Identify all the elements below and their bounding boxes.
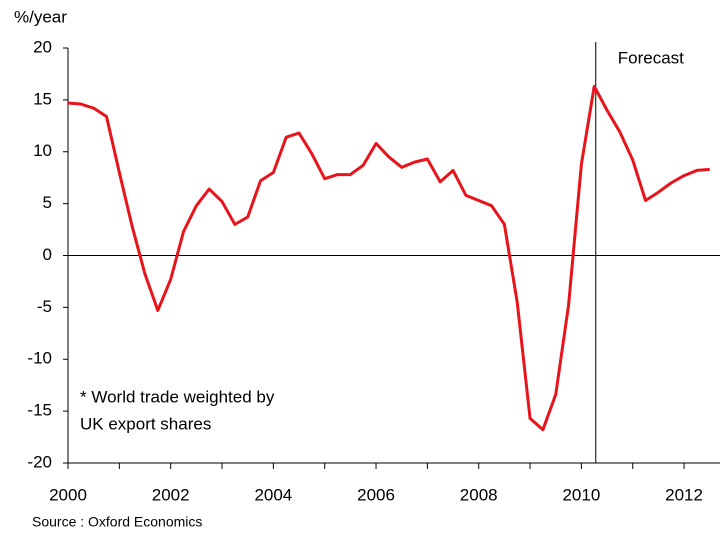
x-tick-label: 2000: [49, 485, 87, 504]
y-tick-label: 0: [43, 245, 52, 264]
x-tick-label: 2004: [254, 485, 292, 504]
y-axis-label: %/year: [14, 7, 67, 26]
source: Source : Oxford Economics: [32, 514, 202, 530]
x-tick-label: 2010: [562, 485, 600, 504]
y-tick-label: 10: [33, 141, 52, 160]
x-tick-label: 2008: [460, 485, 498, 504]
y-tick-label: -10: [27, 349, 52, 368]
y-tick-label: -20: [27, 452, 52, 471]
note-line: UK export shares: [80, 414, 211, 433]
x-tick-label: 2002: [152, 485, 190, 504]
annotation: Forecast: [618, 48, 684, 67]
y-tick-label: -15: [27, 401, 52, 420]
note-line: * World trade weighted by: [80, 387, 275, 406]
data-line: [67, 84, 710, 432]
y-tick-label: 5: [43, 193, 52, 212]
y-tick-label: -5: [37, 297, 52, 316]
y-tick-label: 20: [33, 37, 52, 56]
x-tick-label: 2012: [665, 485, 703, 504]
x-tick-label: 2006: [357, 485, 395, 504]
y-tick-label: 15: [33, 89, 52, 108]
